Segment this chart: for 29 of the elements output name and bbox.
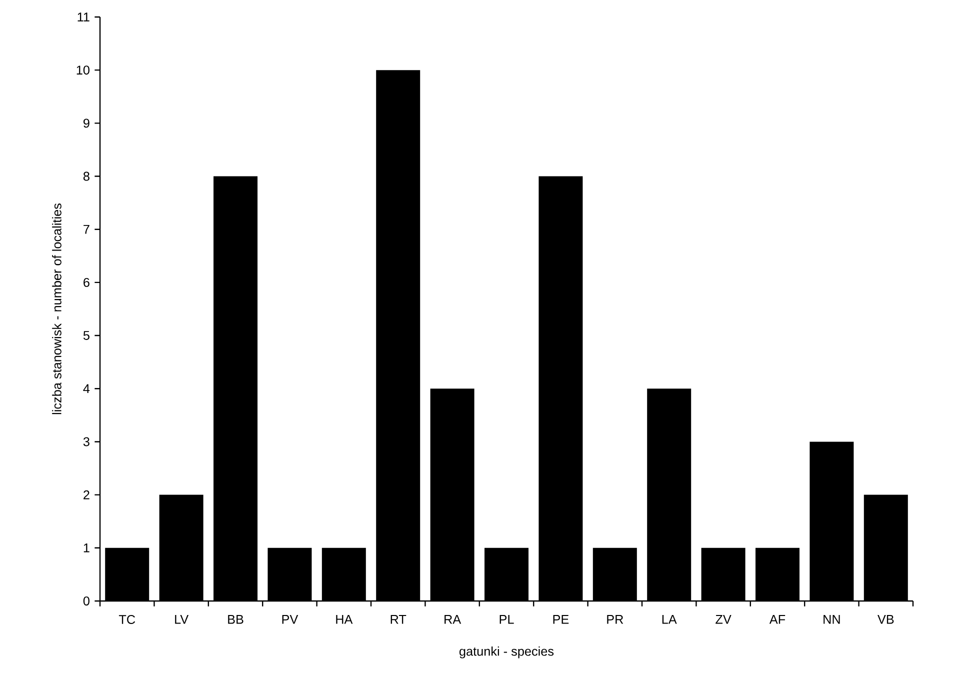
y-tick-label: 7 — [84, 224, 90, 234]
y-tick-label: 6 — [84, 278, 90, 287]
x-tick-label: HA — [336, 615, 353, 624]
y-tick-label: 9 — [84, 118, 90, 128]
x-tick-label: PR — [607, 615, 624, 624]
x-tick-label: LV — [175, 615, 189, 624]
y-tick-label: 4 — [83, 384, 90, 393]
y-tick-label: 10 — [76, 66, 90, 75]
y-tick-label: 8 — [83, 172, 90, 181]
y-axis-title: liczba stanowisk - number of localities — [52, 204, 62, 414]
y-tick-label: 1 — [84, 544, 90, 552]
x-tick-label: ZV — [716, 615, 732, 624]
x-tick-label: AF — [769, 615, 786, 624]
x-tick-label: LA — [662, 615, 677, 624]
x-axis-title: gatunki - species — [460, 646, 554, 658]
y-tick-label: 0 — [83, 596, 90, 606]
x-tick-label: BB — [228, 615, 244, 624]
x-tick-label: VB — [878, 615, 894, 624]
x-tick-label: PV — [282, 615, 298, 624]
y-tick-label: 5 — [83, 331, 90, 340]
x-tick-label: TC — [118, 615, 136, 624]
x-tick-label: PE — [553, 615, 569, 624]
x-tick-label: RA — [444, 615, 462, 624]
x-tick-label: PL — [500, 615, 514, 624]
y-tick-label: 3 — [83, 437, 90, 446]
y-tick-label: 11 — [78, 12, 90, 22]
x-tick-label: RT — [390, 615, 406, 624]
y-tick-label: 2 — [84, 490, 90, 500]
x-tick-label: NN — [824, 615, 840, 624]
